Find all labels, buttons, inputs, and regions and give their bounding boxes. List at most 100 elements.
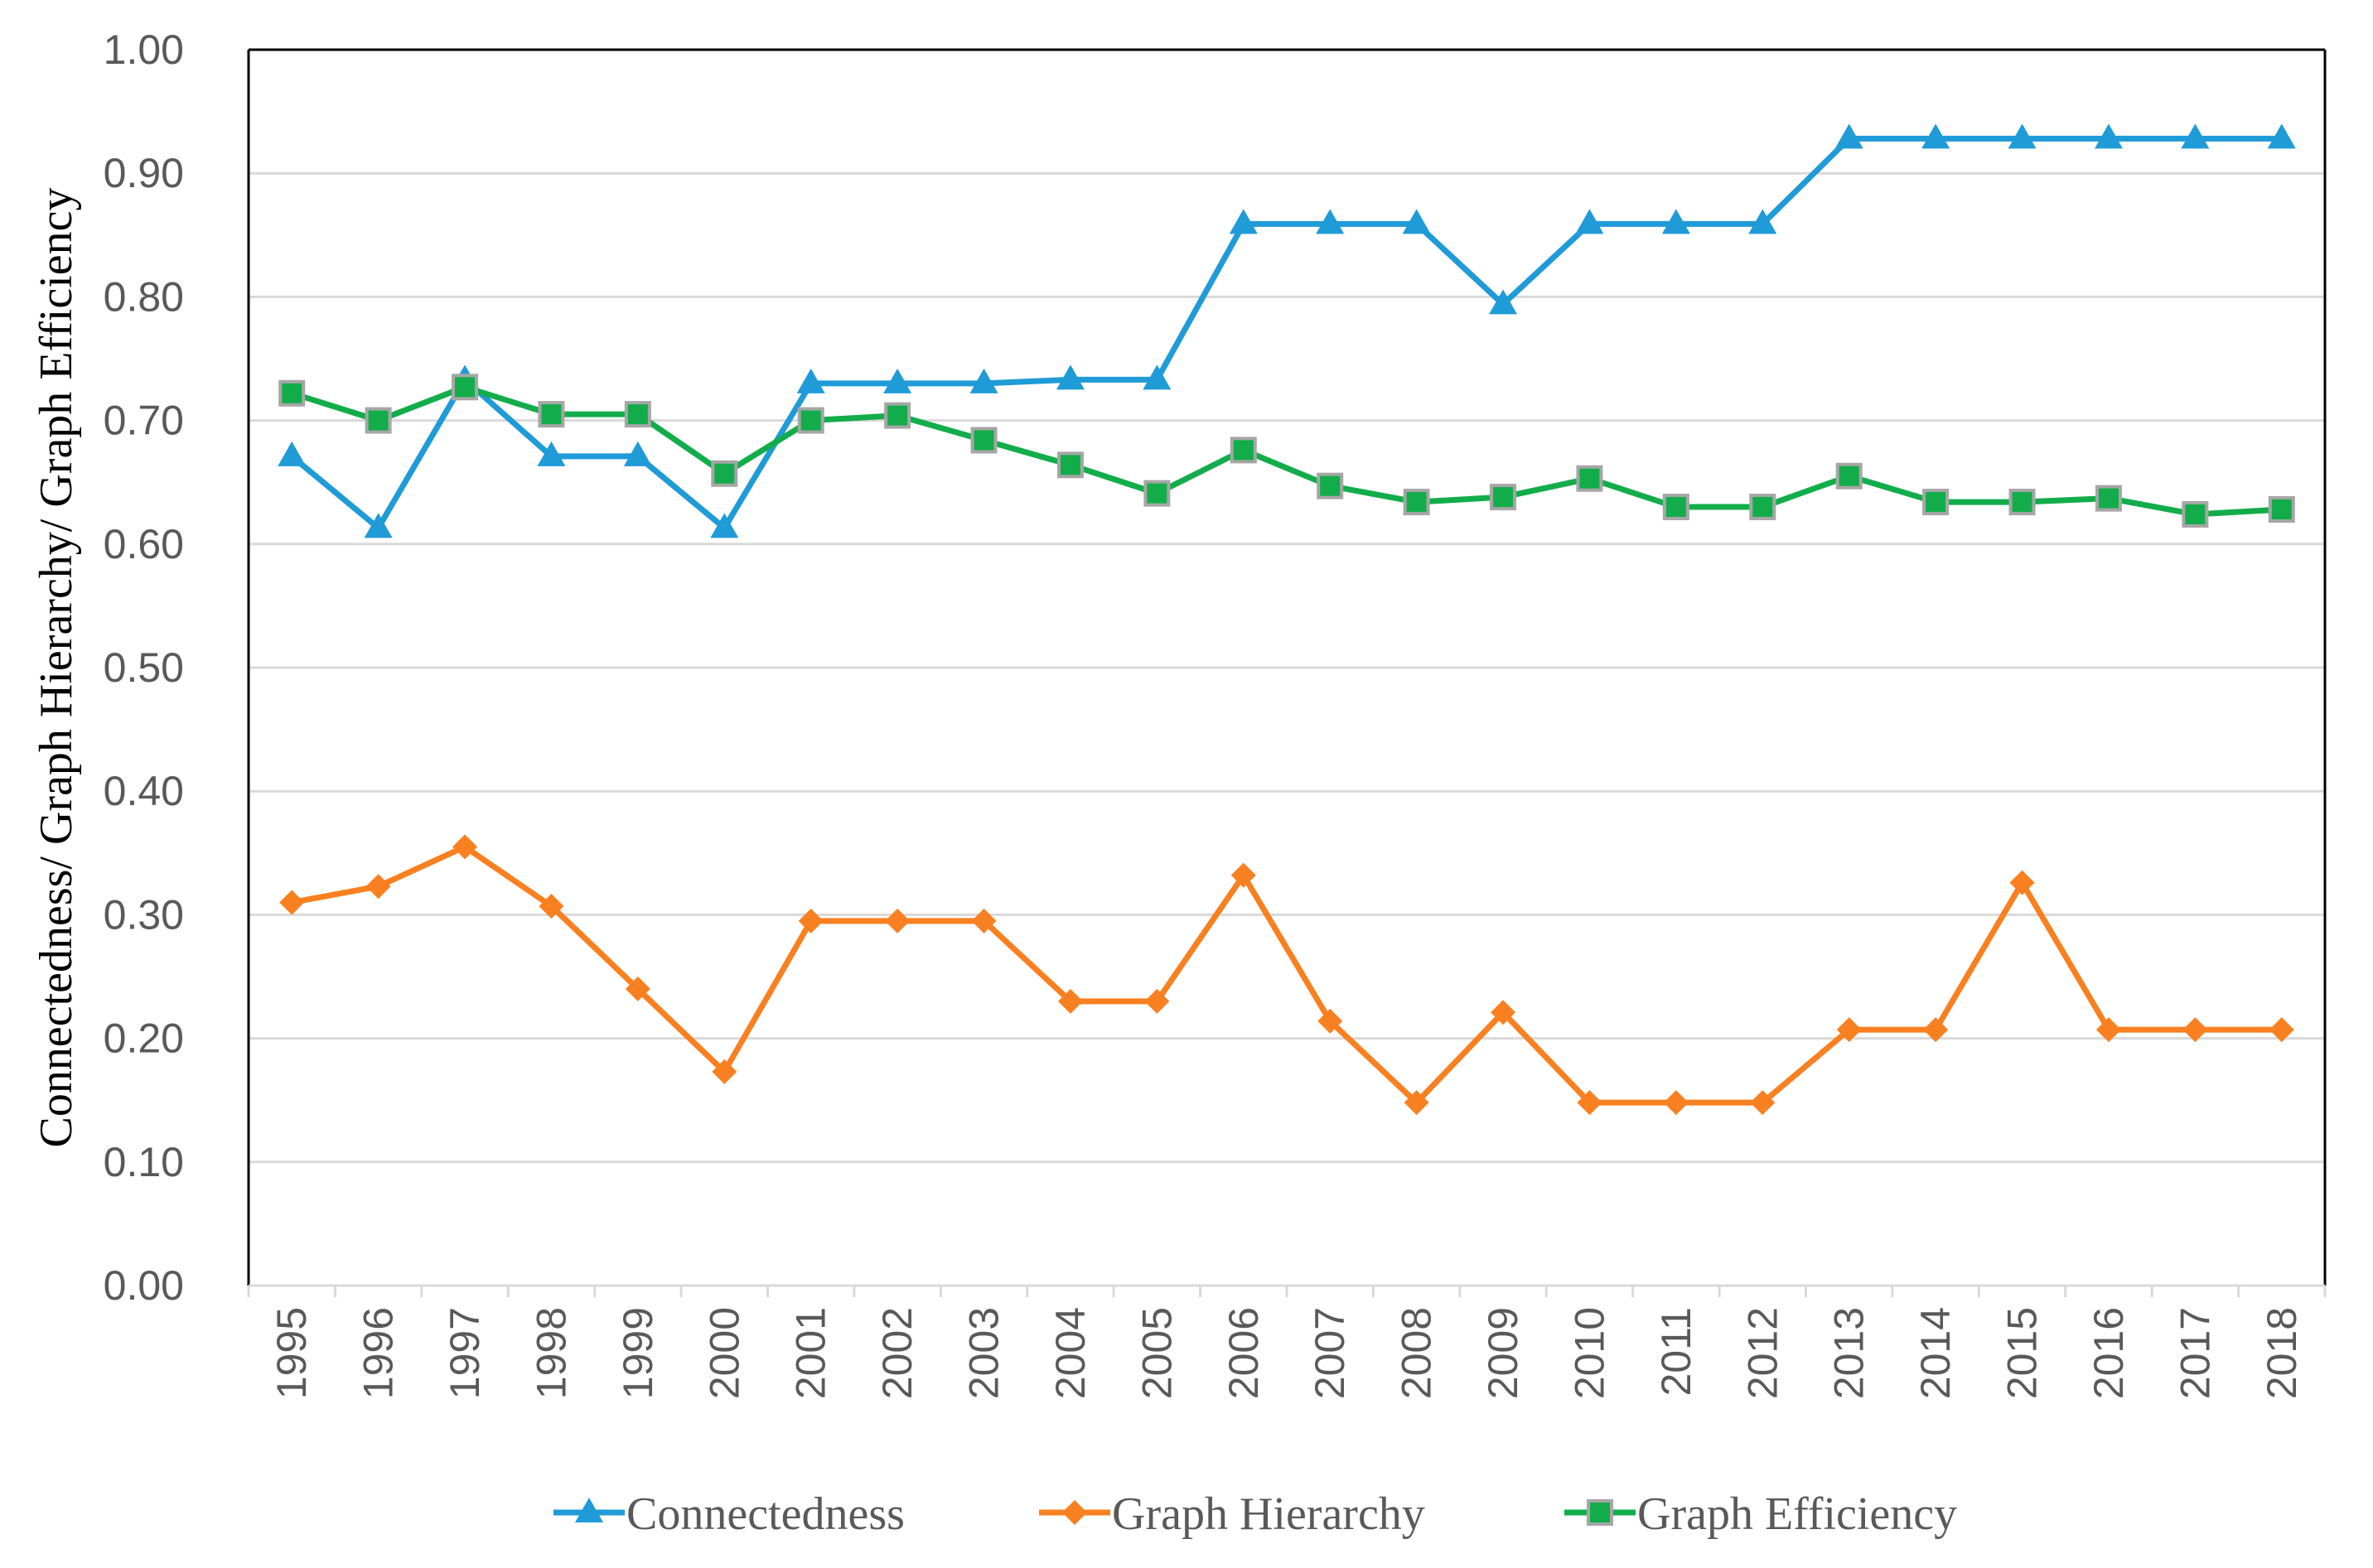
x-tick-label: 2007 bbox=[1307, 1307, 1353, 1399]
connectedness-point bbox=[1575, 209, 1604, 234]
connectedness-point bbox=[364, 513, 393, 538]
legend-item-connectedness: Connectedness bbox=[553, 1488, 905, 1540]
x-tick-label: 2000 bbox=[701, 1307, 747, 1399]
x-tick-label: 2012 bbox=[1739, 1307, 1786, 1399]
series-layer bbox=[278, 123, 2296, 1116]
x-tick-label: 2011 bbox=[1653, 1307, 1699, 1397]
axes bbox=[247, 48, 2327, 1287]
graph-efficiency-point bbox=[538, 401, 565, 428]
y-tick-label: 0.70 bbox=[104, 398, 184, 444]
x-tick-label: 2014 bbox=[1912, 1307, 1959, 1399]
graph-efficiency-point bbox=[278, 379, 306, 407]
x-tick-label: 2003 bbox=[961, 1307, 1008, 1399]
connectedness-point bbox=[710, 513, 739, 538]
x-tick-label: 1997 bbox=[442, 1307, 488, 1399]
connectedness-point bbox=[1229, 209, 1258, 234]
y-tick-labels: 0.00 0.10 0.20 0.30 0.40 0.50 0.60 0.70 0.80 0.90… bbox=[104, 27, 184, 1309]
graph-hierarchy-point bbox=[712, 1059, 737, 1084]
graph-efficiency-point bbox=[1662, 494, 1689, 521]
connectedness-point bbox=[278, 441, 307, 466]
connectedness-point bbox=[537, 441, 566, 466]
legend-item-graph-hierarchy: Graph Hierarchy bbox=[1039, 1488, 1425, 1540]
x-tick-label: 2013 bbox=[1826, 1307, 1873, 1399]
graph-efficiency-point bbox=[2182, 500, 2209, 528]
graph-efficiency-point bbox=[2008, 489, 2036, 516]
graph-hierarchy-point bbox=[1923, 1017, 1949, 1043]
graph-efficiency-point bbox=[884, 402, 911, 429]
connectedness-point bbox=[1316, 209, 1345, 234]
y-axis-title: Connectedness/ Graph Hierarchy/ Graph Ef… bbox=[31, 188, 82, 1148]
graph-efficiency-point bbox=[711, 460, 738, 487]
connectedness-point bbox=[1143, 364, 1172, 390]
legend-label: Connectedness bbox=[626, 1488, 905, 1540]
x-tick-label: 2017 bbox=[2172, 1307, 2218, 1399]
x-tick-label: 1996 bbox=[355, 1307, 402, 1399]
graph-efficiency-point bbox=[970, 427, 998, 454]
series-graph-efficiency bbox=[278, 374, 2295, 528]
series-graph-hierarchy bbox=[279, 834, 2294, 1116]
y-tick-label: 0.00 bbox=[104, 1262, 184, 1309]
graph-hierarchy-point bbox=[2095, 1017, 2121, 1043]
graph-efficiency-point bbox=[1835, 462, 1863, 490]
x-tick-label: 2008 bbox=[1394, 1307, 1440, 1399]
connectedness-point bbox=[796, 368, 825, 393]
graph-efficiency-point bbox=[1922, 489, 1950, 516]
graph-hierarchy-point bbox=[279, 890, 305, 915]
legend-marker bbox=[1587, 1499, 1613, 1526]
connectedness-point bbox=[1489, 289, 1518, 315]
legend-item-graph-efficiency: Graph Efficiency bbox=[1564, 1488, 1957, 1540]
connectedness-point bbox=[2094, 123, 2123, 149]
graph-hierarchy-point bbox=[971, 908, 997, 934]
graph-efficiency-point bbox=[2268, 496, 2295, 523]
graph-hierarchy-point bbox=[1144, 988, 1170, 1014]
y-tick-label: 0.60 bbox=[104, 521, 184, 567]
connectedness-point bbox=[969, 368, 998, 393]
graph-hierarchy-point bbox=[798, 908, 824, 934]
x-tick-label: 1998 bbox=[528, 1307, 574, 1399]
connectedness-point bbox=[1402, 209, 1431, 234]
y-tick-label: 0.30 bbox=[104, 891, 184, 938]
legend-label: Graph Hierarchy bbox=[1112, 1488, 1425, 1540]
graph-efficiency-point bbox=[1490, 484, 1517, 511]
graph-efficiency-point bbox=[452, 374, 479, 401]
x-tick-label: 2015 bbox=[1999, 1307, 2046, 1399]
connectedness-point bbox=[2267, 123, 2296, 149]
graph-efficiency-point bbox=[1317, 472, 1344, 499]
y-tick-label: 0.20 bbox=[104, 1016, 184, 1062]
graph-efficiency-point bbox=[1403, 489, 1430, 516]
graph-hierarchy-point bbox=[1230, 862, 1256, 888]
x-tick-label: 2009 bbox=[1480, 1307, 1526, 1399]
graph-efficiency-point bbox=[365, 407, 392, 434]
connectedness-point bbox=[1834, 123, 1863, 149]
gridlines bbox=[247, 171, 2327, 1297]
graph-hierarchy-point bbox=[1836, 1017, 1862, 1043]
series-connectedness bbox=[278, 123, 2296, 538]
graph-hierarchy-point bbox=[365, 874, 391, 900]
graph-hierarchy-point bbox=[2009, 870, 2035, 895]
graph-efficiency-point bbox=[1576, 465, 1603, 492]
graph-efficiency-line bbox=[291, 384, 2282, 518]
y-tick-label: 0.80 bbox=[104, 273, 184, 320]
y-tick-label: 0.40 bbox=[104, 768, 184, 814]
graph-efficiency-point bbox=[1056, 451, 1084, 479]
x-tick-label: 2001 bbox=[788, 1307, 834, 1399]
graph-hierarchy-point bbox=[885, 908, 911, 934]
legend-label: Graph Efficiency bbox=[1637, 1488, 1957, 1540]
connectedness-line bbox=[289, 135, 2282, 531]
legend-marker bbox=[1062, 1500, 1087, 1525]
connectedness-point bbox=[623, 441, 652, 466]
x-tick-label: 1995 bbox=[268, 1307, 315, 1399]
graph-hierarchy-point bbox=[539, 893, 564, 919]
graph-efficiency-point bbox=[1749, 494, 1776, 521]
graph-hierarchy-point bbox=[1057, 988, 1083, 1014]
connectedness-point bbox=[883, 368, 912, 393]
x-tick-label: 2010 bbox=[1566, 1307, 1612, 1399]
connectedness-point bbox=[1921, 123, 1950, 149]
connectedness-point bbox=[1661, 209, 1690, 234]
graph-hierarchy-point bbox=[1577, 1090, 1602, 1116]
graph-efficiency-point bbox=[1143, 480, 1171, 507]
y-tick-label: 1.00 bbox=[104, 27, 184, 73]
y-tick-label: 0.90 bbox=[104, 150, 184, 196]
x-tick-label: 2006 bbox=[1220, 1307, 1267, 1399]
